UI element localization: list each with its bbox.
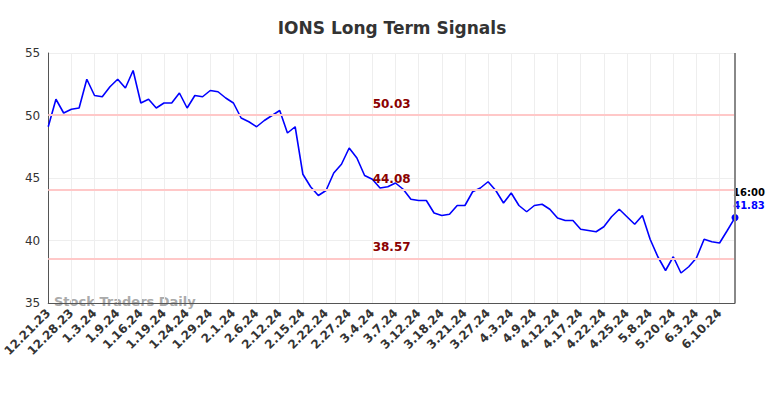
svg-text:2.15.24: 2.15.24: [262, 306, 308, 352]
svg-text:12.21.23: 12.21.23: [1, 306, 54, 358]
svg-text:1.16.24: 1.16.24: [100, 306, 146, 352]
svg-text:IONS Long Term Signals: IONS Long Term Signals: [278, 18, 507, 38]
svg-text:4.25.24: 4.25.24: [586, 306, 632, 352]
svg-text:4.17.24: 4.17.24: [539, 306, 586, 352]
svg-text:40: 40: [25, 234, 40, 248]
svg-text:45: 45: [25, 171, 40, 185]
svg-text:1.29.24: 1.29.24: [169, 306, 216, 352]
svg-text:2.12.24: 2.12.24: [238, 306, 285, 352]
svg-text:50.03: 50.03: [373, 97, 411, 111]
svg-text:41.83: 41.83: [733, 200, 765, 211]
svg-text:16:00: 16:00: [733, 187, 765, 198]
svg-text:6.10.24: 6.10.24: [679, 306, 725, 352]
svg-text:5.8.24: 5.8.24: [615, 306, 656, 346]
svg-text:6.3.24: 6.3.24: [661, 306, 702, 346]
svg-text:1.9.24: 1.9.24: [82, 306, 123, 346]
svg-text:12.28.23: 12.28.23: [24, 306, 77, 358]
svg-text:50: 50: [25, 109, 40, 123]
svg-text:4.9.24: 4.9.24: [499, 306, 540, 346]
svg-text:3.7.24: 3.7.24: [360, 306, 401, 346]
svg-text:1.24.24: 1.24.24: [146, 306, 193, 352]
svg-text:2.22.24: 2.22.24: [285, 306, 331, 352]
svg-text:4.3.24: 4.3.24: [476, 306, 517, 346]
svg-text:2.6.24: 2.6.24: [221, 306, 262, 346]
svg-text:3.4.24: 3.4.24: [337, 306, 378, 346]
svg-text:4.22.24: 4.22.24: [562, 306, 609, 352]
svg-text:38.57: 38.57: [373, 240, 411, 254]
svg-text:55: 55: [25, 46, 40, 60]
svg-text:35: 35: [25, 296, 40, 310]
svg-text:1.3.24: 1.3.24: [59, 306, 100, 346]
svg-text:5.20.24: 5.20.24: [632, 306, 679, 352]
svg-text:2.27.24: 2.27.24: [308, 306, 355, 352]
svg-text:3.21.24: 3.21.24: [424, 306, 470, 352]
svg-text:44.08: 44.08: [373, 172, 411, 186]
svg-text:4.12.24: 4.12.24: [516, 306, 563, 352]
svg-text:1.19.24: 1.19.24: [123, 306, 169, 352]
svg-text:Stock Traders Daily: Stock Traders Daily: [54, 294, 196, 309]
svg-text:3.27.24: 3.27.24: [447, 306, 493, 352]
svg-text:3.18.24: 3.18.24: [400, 306, 447, 352]
svg-text:2.1.24: 2.1.24: [198, 306, 239, 346]
svg-text:3.12.24: 3.12.24: [377, 306, 424, 352]
